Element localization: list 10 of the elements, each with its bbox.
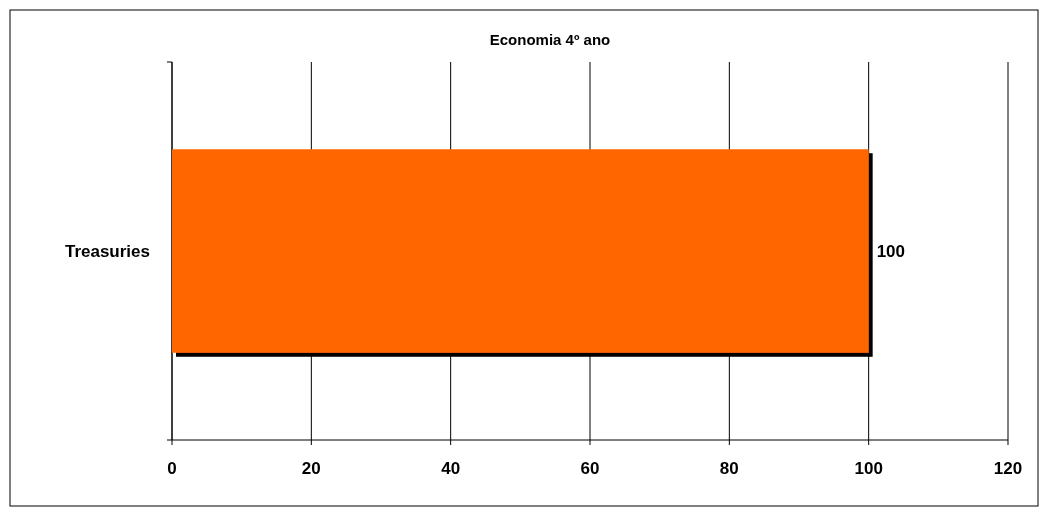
x-tick-label: 100 <box>854 459 883 478</box>
x-tick-label: 40 <box>441 459 461 478</box>
chart-title: Economia 4º ano <box>489 31 611 48</box>
x-tick-label: 20 <box>301 459 321 478</box>
x-tick-label: 0 <box>167 459 177 478</box>
x-tick-label: 120 <box>993 459 1023 478</box>
y-tick-label: Treasuries <box>64 241 150 261</box>
x-tick-label: 80 <box>719 459 739 478</box>
x-tick-label: 60 <box>580 459 600 478</box>
data-label: 100 <box>876 241 906 261</box>
